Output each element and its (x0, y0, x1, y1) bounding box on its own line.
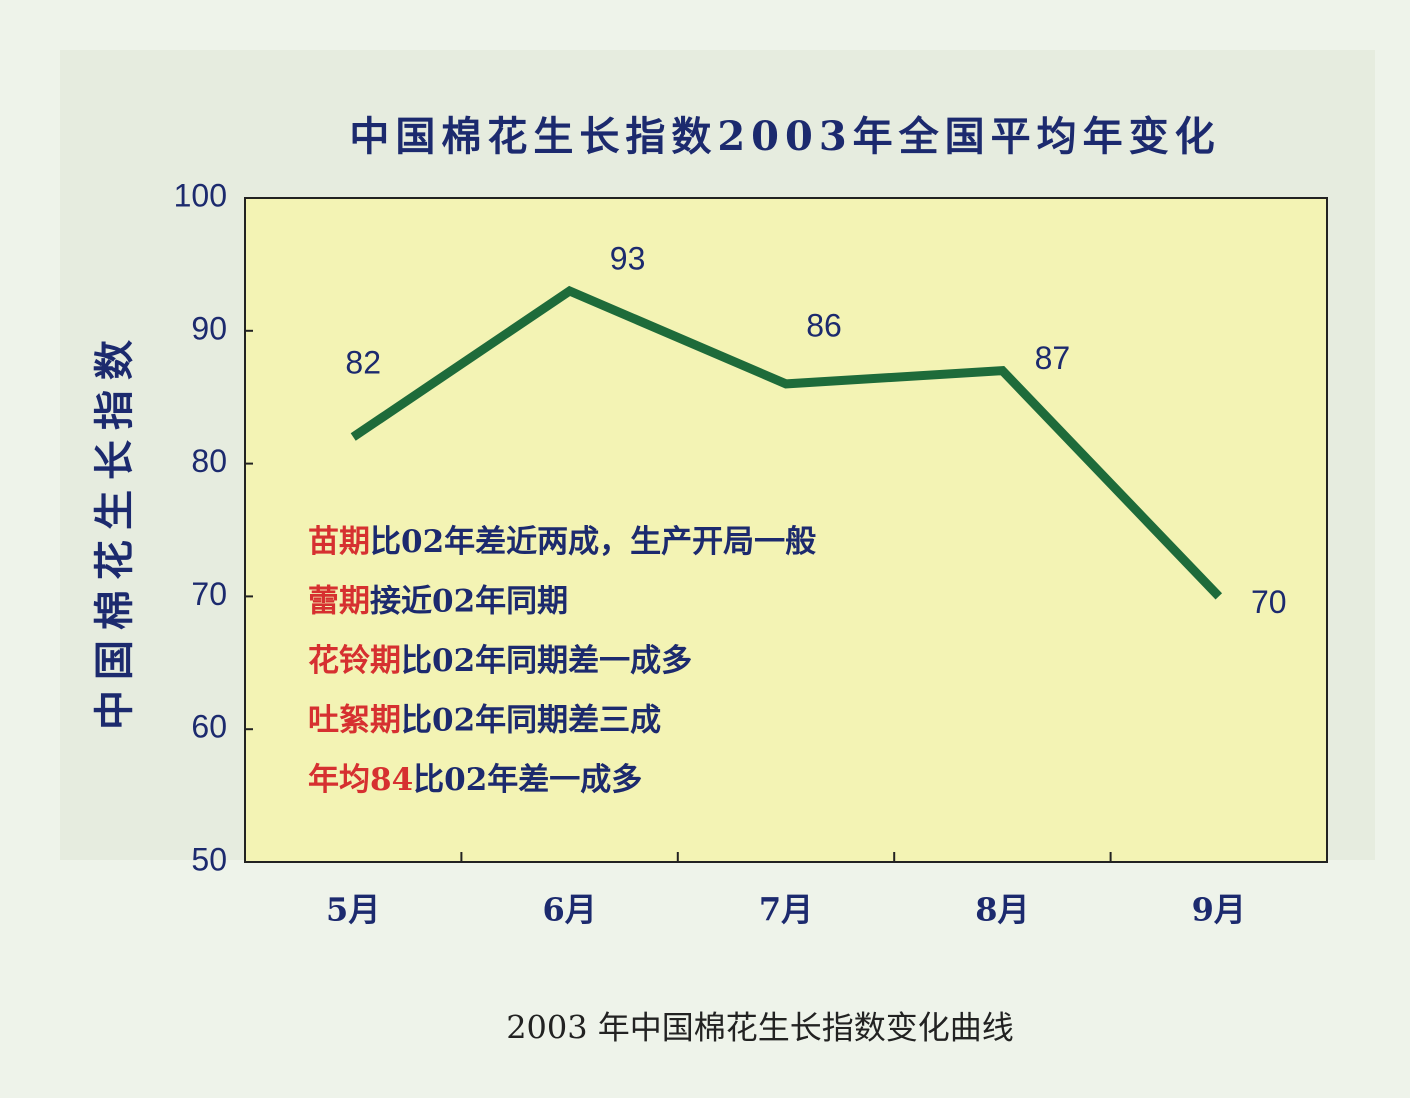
annotation-highlight: 苗期 (308, 524, 370, 560)
annotation-highlight: 吐絮期 (308, 702, 401, 738)
y-tick-label: 60 (191, 709, 227, 745)
chart-title: 中国棉花生长指数2003年全国平均年变化 (349, 113, 1220, 160)
y-tick-label: 100 (174, 177, 227, 213)
value-label: 87 (1035, 340, 1071, 376)
annotation: 吐絮期比02年同期差三成 (308, 702, 661, 738)
annotation: 蕾期接近02年同期 (308, 583, 568, 619)
x-tick-label: 8月 (975, 891, 1029, 929)
annotation-text: 接近02年同期 (370, 583, 568, 619)
x-tick-label: 5月 (326, 891, 380, 929)
annotation-text: 比02年差近两成，生产开局一般 (370, 524, 816, 560)
x-tick-label: 7月 (759, 891, 813, 929)
caption: 2003 年中国棉花生长指数变化曲线 (506, 1009, 1014, 1047)
value-label: 70 (1251, 584, 1287, 620)
annotation-highlight: 花铃期 (308, 643, 401, 679)
annotation-text: 比02年同期差三成 (401, 702, 661, 738)
value-label: 82 (345, 344, 381, 380)
y-tick-label: 70 (191, 576, 227, 612)
y-tick-label: 50 (191, 841, 227, 877)
annotation-highlight: 年均84 (308, 762, 413, 798)
annotation: 苗期比02年差近两成，生产开局一般 (308, 524, 816, 560)
value-label: 86 (806, 307, 842, 343)
annotation: 花铃期比02年同期差一成多 (308, 643, 692, 679)
y-tick-label: 80 (191, 443, 227, 479)
plot-area (244, 197, 1328, 863)
y-axis-label: 中国棉花生长指数 (91, 330, 138, 730)
value-label: 93 (610, 240, 646, 276)
x-tick-label: 9月 (1192, 891, 1246, 929)
y-tick-label: 90 (191, 310, 227, 346)
line-series (350, 285, 1223, 600)
annotation: 年均84比02年差一成多 (308, 762, 642, 798)
x-tick-label: 6月 (542, 891, 596, 929)
annotation-text: 比02年同期差一成多 (401, 643, 692, 679)
annotation-text: 比02年差一成多 (413, 762, 642, 798)
annotation-highlight: 蕾期 (308, 583, 370, 619)
